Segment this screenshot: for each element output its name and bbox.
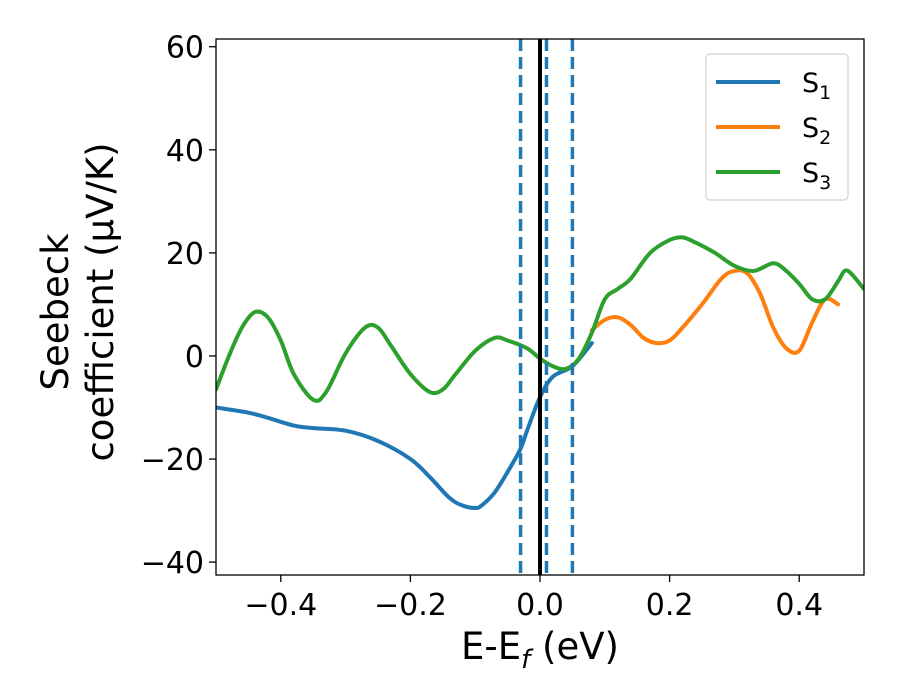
y-tick-label: 60 (166, 31, 204, 66)
legend-label-s3: S3 (802, 158, 831, 194)
y-tick-label: 0 (185, 340, 204, 375)
series-line-s3 (216, 235, 864, 403)
y-tick-label: 40 (166, 134, 204, 169)
legend: S1 S2 S3 (705, 53, 849, 201)
y-axis-ticks: −40 −20 0 20 40 60 (141, 31, 216, 581)
y-tick-label: 20 (166, 237, 204, 272)
y-axis-label-line2-text: coefficient (μV/K) (79, 142, 122, 461)
reference-lines (518, 39, 575, 575)
x-tick-label: 0.2 (646, 588, 694, 623)
x-axis-ticks: −0.4 −0.2 0.0 0.2 0.4 (244, 575, 823, 623)
y-tick-label: −20 (141, 443, 204, 478)
y-axis-label-group: Seebeck coefficient (μV/K) (34, 142, 122, 461)
legend-label-s2: S2 (802, 113, 831, 149)
y-axis-label-line1-text: Seebeck (34, 233, 77, 391)
x-tick-label: 0.4 (775, 588, 823, 623)
plot-area (216, 235, 864, 510)
series-line-s1 (216, 341, 594, 510)
x-tick-label: 0.0 (516, 588, 564, 623)
legend-label-s1: S1 (802, 68, 831, 104)
series-line-s2 (589, 268, 841, 355)
x-tick-label: −0.4 (244, 588, 317, 623)
x-axis-label: E-Ef (eV) (461, 625, 619, 675)
x-tick-label: −0.2 (374, 588, 447, 623)
y-tick-label: −40 (141, 546, 204, 581)
